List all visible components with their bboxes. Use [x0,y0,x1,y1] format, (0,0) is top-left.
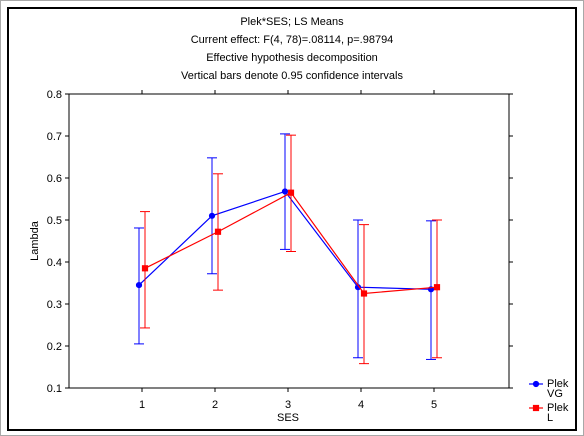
y-tick-label: 0.8 [47,89,62,101]
legend-1-label: Plek [547,402,569,414]
x-tick-label: 3 [285,399,291,411]
legend-0-label: Plek [547,378,569,390]
x-tick-label: 1 [139,399,145,411]
y-tick-label: 0.7 [47,131,62,143]
series-1-point [287,189,295,196]
y-tick-label: 0.2 [47,341,62,353]
chart-window: Plek*SES; LS Means Current effect: F(4, … [7,7,577,431]
legend-1-marker [532,404,540,412]
legend-0-label: VG [547,388,563,400]
y-tick-label: 0.5 [47,215,62,227]
series-1-point [433,284,441,291]
series-0-point [281,188,289,195]
y-tick-label: 0.6 [47,173,62,185]
chart-subtitle-effect: Current effect: F(4, 78)=.08114, p=.9879… [190,34,394,46]
series-0-point [208,212,216,219]
x-axis-label: SES [277,412,299,424]
plot-area [68,93,510,389]
x-tick-label: 4 [358,399,364,411]
y-tick-label: 0.1 [47,383,62,395]
chart-title: Plek*SES; LS Means [240,16,344,28]
legend-0-marker [532,380,540,388]
y-axis-label: Lambda [29,220,41,261]
chart-subtitle-decomposition: Effective hypothesis decomposition [206,52,378,64]
y-tick-label: 0.3 [47,299,62,311]
legend-1-label: L [547,412,553,424]
series-1-point [360,290,368,297]
series-1-point [141,265,149,272]
chart-subtitle-ci-note: Vertical bars denote 0.95 confidence int… [181,70,403,82]
y-tick-label: 0.4 [47,257,62,269]
x-tick-label: 5 [431,399,437,411]
series-1-point [214,228,222,235]
x-tick-label: 2 [212,399,218,411]
series-0-point [135,282,143,289]
